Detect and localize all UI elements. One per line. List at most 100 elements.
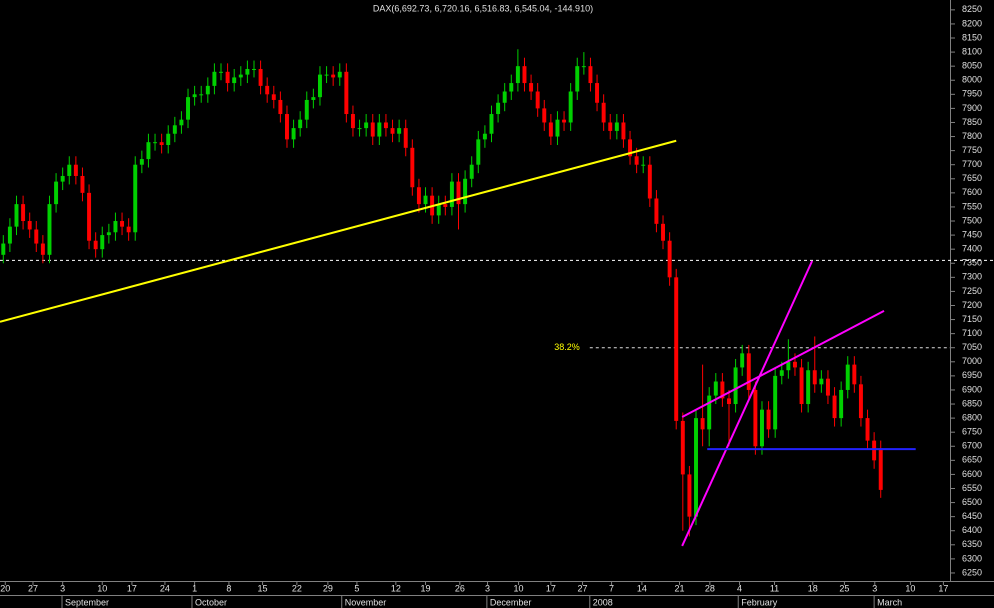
y-tick-label: 6500: [962, 497, 982, 507]
month-label: March: [877, 597, 902, 607]
candle-body: [423, 195, 428, 205]
x-tick-label: 17: [546, 583, 556, 593]
y-tick-label: 8050: [962, 61, 982, 71]
candle-body: [337, 71, 342, 78]
candle-body: [502, 91, 507, 103]
candle-body: [522, 66, 527, 84]
y-tick-label: 7200: [962, 300, 982, 310]
y-tick-label: 6900: [962, 384, 982, 394]
candle-body: [106, 232, 111, 236]
candle-body: [825, 378, 830, 396]
y-tick-label: 6400: [962, 525, 982, 535]
candle-body: [509, 83, 514, 92]
candle-body: [601, 102, 606, 123]
candle-body: [760, 409, 764, 447]
y-tick-label: 6450: [962, 511, 982, 521]
candle-body: [436, 204, 441, 216]
candle-body: [47, 204, 52, 255]
candle-body: [364, 122, 369, 129]
y-tick-label: 8250: [962, 4, 982, 14]
candle-body: [271, 94, 276, 100]
candle-body: [278, 99, 283, 115]
candle-body: [298, 119, 303, 129]
candle-body: [832, 395, 837, 419]
candle-body: [562, 119, 567, 123]
x-tick-label: 5: [354, 583, 359, 593]
y-tick-label: 6550: [962, 483, 982, 493]
candle-body: [324, 74, 329, 76]
candle-body: [713, 381, 718, 396]
candle-body: [661, 223, 665, 241]
candle-body: [733, 367, 738, 405]
candle-body: [311, 97, 316, 100]
y-tick-label: 7450: [962, 229, 982, 239]
y-tick-label: 7900: [962, 103, 982, 113]
y-tick-label: 7750: [962, 145, 982, 155]
y-tick-label: 7550: [962, 201, 982, 211]
y-tick-label: 6750: [962, 427, 982, 437]
y-tick-label: 7600: [962, 187, 982, 197]
y-tick-label: 6650: [962, 455, 982, 465]
candle-body: [839, 389, 844, 419]
candle-body: [634, 156, 639, 165]
month-label: November: [345, 597, 387, 607]
candle-body: [159, 142, 164, 145]
x-tick-label: 28: [705, 583, 715, 593]
candle-body: [792, 361, 797, 368]
y-tick-label: 7150: [962, 314, 982, 324]
x-tick-label: 14: [637, 583, 647, 593]
candle-body: [258, 68, 263, 86]
candle-body: [370, 122, 375, 137]
candle-body: [535, 91, 540, 109]
x-tick-label: 1: [192, 583, 197, 593]
candle-body: [469, 164, 474, 179]
x-tick-label: 12: [391, 583, 401, 593]
candle-body: [515, 66, 520, 84]
candle-body: [265, 85, 270, 95]
candle-body: [60, 175, 65, 182]
candle-body: [489, 114, 494, 134]
candle-body: [397, 128, 402, 134]
candle-body: [449, 181, 454, 207]
candle-body: [878, 448, 883, 490]
candle-body: [139, 159, 144, 165]
chart-title: DAX(6,692.73, 6,720.16, 6,516.83, 6,545.…: [373, 3, 593, 13]
month-label: December: [490, 597, 532, 607]
candle-body: [581, 66, 586, 68]
x-tick-label: 10: [514, 583, 524, 593]
y-tick-label: 6950: [962, 370, 982, 380]
candle-body: [542, 108, 547, 123]
candle-body: [390, 128, 395, 134]
candle-body: [482, 133, 487, 140]
y-tick-label: 7500: [962, 215, 982, 225]
y-tick-label: 6300: [962, 553, 982, 563]
candle-body: [496, 102, 501, 115]
y-tick-label: 7050: [962, 342, 982, 352]
x-tick-label: 24: [160, 583, 170, 593]
candle-body: [568, 91, 573, 123]
candle-body: [680, 420, 685, 475]
y-tick-label: 7300: [962, 272, 982, 282]
candle-body: [687, 474, 692, 517]
y-tick-label: 6700: [962, 441, 982, 451]
candle-body: [331, 74, 336, 78]
candle-body: [179, 119, 184, 126]
candle-body: [529, 83, 534, 92]
candle-body: [350, 114, 355, 129]
candle-body: [845, 364, 850, 390]
y-tick-label: 7400: [962, 244, 982, 254]
y-tick-label: 8000: [962, 75, 982, 85]
candle-body: [80, 175, 85, 193]
x-tick-label: 26: [455, 583, 465, 593]
candle-body: [694, 418, 698, 517]
x-tick-label: 17: [127, 583, 137, 593]
y-tick-label: 8100: [962, 46, 982, 56]
candle-body: [291, 128, 296, 140]
y-tick-label: 6350: [962, 539, 982, 549]
candle-body: [357, 128, 362, 130]
y-tick-label: 7700: [962, 159, 982, 169]
candle-body: [463, 178, 468, 205]
x-tick-label: 15: [258, 583, 268, 593]
